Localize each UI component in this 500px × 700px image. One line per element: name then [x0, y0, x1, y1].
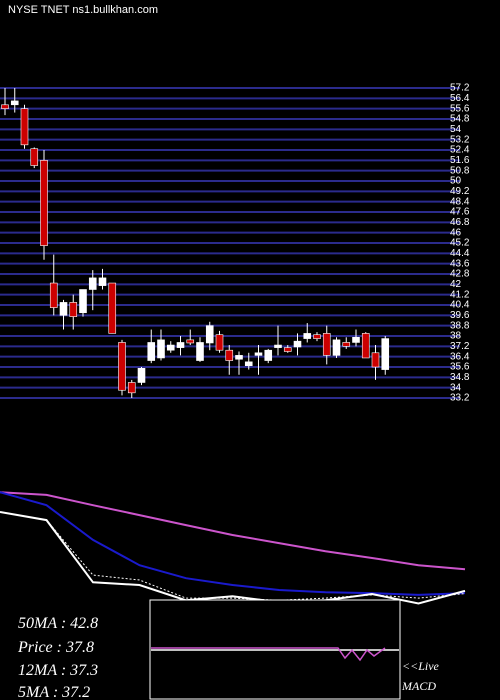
candle-body — [264, 349, 273, 361]
candle-body — [225, 349, 234, 361]
candle-body — [88, 277, 97, 290]
y-tick-label: 42.8 — [450, 269, 470, 280]
candle-body — [137, 367, 146, 383]
y-tick-label: 54.8 — [450, 114, 470, 125]
candle-body — [98, 277, 107, 286]
candle-body — [40, 160, 48, 246]
candle-body — [166, 344, 175, 351]
y-tick-label: 54 — [450, 124, 462, 135]
y-tick-label: 37.2 — [450, 341, 470, 352]
y-tick-label: 48.4 — [450, 196, 470, 207]
candle-body — [176, 342, 185, 348]
info-label: 12MA : 37.3 — [18, 662, 98, 679]
y-tick-label: 46 — [450, 227, 462, 238]
info-label: 50MA : 42.8 — [18, 615, 98, 632]
y-tick-label: 49.2 — [450, 186, 470, 197]
y-tick-label: 47.6 — [450, 207, 470, 218]
candle-body — [118, 342, 126, 391]
y-tick-label: 57.2 — [450, 83, 470, 94]
candle-body — [49, 282, 58, 308]
y-tick-label: 43.6 — [450, 258, 470, 269]
y-tick-label: 42 — [450, 279, 462, 290]
candle-body — [186, 339, 195, 344]
ma-line — [0, 511, 466, 601]
candle-body — [361, 333, 370, 359]
candle-body — [69, 302, 78, 317]
y-tick-label: 33.2 — [450, 393, 470, 404]
candle-body — [108, 282, 117, 334]
y-tick-label: 36.4 — [450, 351, 470, 362]
ma-line — [0, 511, 466, 605]
price-panel: 33.23434.835.636.437.23838.839.640.441.2… — [0, 83, 470, 404]
y-tick-label: 44.4 — [450, 248, 470, 259]
candle-body — [20, 108, 29, 146]
y-tick-label: 51.6 — [450, 155, 470, 166]
candle-body — [127, 382, 136, 394]
macd-label: <<Live — [402, 659, 440, 673]
candle-body — [371, 352, 380, 368]
chart-title: NYSE TNET ns1.bullkhan.com — [8, 4, 158, 16]
candle-body — [274, 344, 282, 348]
y-tick-label: 50 — [450, 176, 462, 187]
y-tick-label: 50.8 — [450, 165, 470, 176]
y-tick-label: 34.8 — [450, 372, 470, 383]
candle-body — [293, 340, 302, 348]
y-tick-label: 53.2 — [450, 134, 470, 145]
y-tick-label: 52.4 — [450, 145, 470, 156]
candle-body — [59, 302, 68, 316]
candle-body — [196, 342, 204, 361]
ma-line — [0, 491, 466, 596]
ma-panel — [0, 491, 466, 605]
candle-body — [322, 333, 331, 356]
candle-body — [381, 338, 390, 370]
y-tick-label: 40.4 — [450, 300, 470, 311]
ma-line — [0, 491, 466, 571]
macd-line — [151, 647, 386, 662]
info-label: Price : 37.8 — [17, 639, 94, 656]
y-tick-label: 46.8 — [450, 217, 470, 228]
y-tick-label: 56.4 — [450, 93, 470, 104]
candle-body — [10, 100, 19, 106]
y-tick-label: 34 — [450, 382, 462, 393]
y-tick-label: 39.6 — [450, 310, 470, 321]
y-tick-label: 35.6 — [450, 362, 470, 373]
candle-body — [30, 148, 39, 166]
candle-body — [157, 339, 165, 359]
candle-body — [283, 347, 292, 352]
candle-body — [303, 333, 312, 339]
y-tick-label: 41.2 — [450, 289, 470, 300]
candle-body — [1, 104, 9, 109]
candle-body — [342, 342, 351, 347]
candle-body — [147, 342, 156, 361]
candle-body — [332, 339, 341, 356]
candle-body — [215, 334, 224, 351]
candle-body — [352, 336, 360, 343]
y-tick-label: 38.8 — [450, 320, 470, 331]
candle-body — [205, 325, 214, 344]
candle-body — [254, 352, 263, 356]
candle-body — [235, 355, 243, 360]
y-tick-label: 38 — [450, 331, 462, 342]
info-label: 5MA : 37.2 — [18, 684, 90, 700]
candle-body — [79, 289, 87, 314]
y-tick-label: 45.2 — [450, 238, 470, 249]
candle-body — [313, 334, 321, 339]
candle-body — [244, 361, 253, 367]
y-tick-label: 55.6 — [450, 103, 470, 114]
macd-label: MACD — [401, 679, 436, 693]
